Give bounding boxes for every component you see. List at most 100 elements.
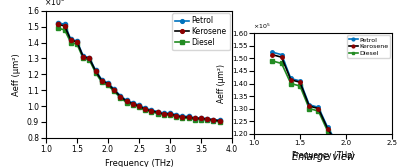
Diesel <box>155 113 160 115</box>
Diesel <box>112 91 117 93</box>
Diesel <box>87 59 92 61</box>
Kerosene <box>68 39 73 41</box>
Petrol <box>62 23 67 25</box>
Kerosene <box>130 103 135 105</box>
Kerosene <box>118 96 123 98</box>
Diesel <box>325 130 330 132</box>
Petrol <box>155 111 160 113</box>
Petrol <box>149 109 154 111</box>
Diesel <box>106 85 110 87</box>
Diesel <box>279 62 284 64</box>
Diesel <box>180 117 185 119</box>
Kerosene <box>344 148 348 150</box>
Diesel <box>81 57 86 59</box>
Kerosene <box>298 81 302 83</box>
Petrol <box>81 55 86 57</box>
Kerosene <box>316 108 321 110</box>
Line: Petrol: Petrol <box>271 50 348 149</box>
Kerosene <box>168 113 172 115</box>
Petrol <box>168 112 172 114</box>
Petrol <box>74 40 79 42</box>
Petrol <box>143 107 148 109</box>
Kerosene <box>162 113 166 115</box>
Text: $\times10^5$: $\times10^5$ <box>44 0 65 8</box>
Line: Diesel: Diesel <box>271 59 348 153</box>
Kerosene <box>137 105 142 107</box>
Diesel <box>168 114 172 116</box>
Kerosene <box>217 120 222 122</box>
Kerosene <box>93 70 98 72</box>
Diesel <box>62 29 67 31</box>
Diesel <box>68 42 73 44</box>
Diesel <box>288 82 293 85</box>
Kerosene <box>62 25 67 27</box>
Petrol <box>316 106 321 108</box>
X-axis label: Frequency (THz): Frequency (THz) <box>105 159 173 167</box>
Diesel <box>130 104 135 106</box>
Diesel <box>124 102 129 104</box>
Petrol <box>162 112 166 114</box>
Diesel <box>137 106 142 108</box>
Petrol <box>87 57 92 59</box>
Petrol <box>118 95 123 97</box>
Petrol <box>130 102 135 104</box>
Line: Kerosene: Kerosene <box>271 53 348 150</box>
Petrol <box>307 104 312 106</box>
Kerosene <box>205 118 210 120</box>
Kerosene <box>325 128 330 130</box>
Kerosene <box>211 119 216 121</box>
Kerosene <box>192 117 197 119</box>
Kerosene <box>124 100 129 102</box>
Diesel <box>316 110 321 112</box>
Diesel <box>162 114 166 116</box>
Diesel <box>199 119 204 121</box>
Y-axis label: Aeff (μm²): Aeff (μm²) <box>218 64 226 103</box>
Diesel <box>149 111 154 113</box>
Diesel <box>143 109 148 111</box>
Petrol <box>325 126 330 128</box>
Kerosene <box>81 56 86 58</box>
Petrol <box>186 115 191 117</box>
X-axis label: Frequency (THz): Frequency (THz) <box>292 151 354 160</box>
Petrol <box>56 22 61 24</box>
Kerosene <box>112 89 117 91</box>
Text: Enlarge view: Enlarge view <box>292 152 355 162</box>
Kerosene <box>56 23 61 25</box>
Petrol <box>100 79 104 81</box>
Kerosene <box>155 111 160 113</box>
Petrol <box>174 114 179 116</box>
Kerosene <box>199 117 204 119</box>
Petrol <box>192 117 197 119</box>
Diesel <box>205 119 210 121</box>
Petrol <box>211 119 216 121</box>
Kerosene <box>87 57 92 59</box>
Diesel <box>307 108 312 110</box>
Kerosene <box>106 83 110 85</box>
Kerosene <box>334 143 339 145</box>
Kerosene <box>288 79 293 81</box>
Petrol <box>344 146 348 148</box>
Line: Kerosene: Kerosene <box>56 22 222 123</box>
Diesel <box>93 72 98 74</box>
Kerosene <box>186 116 191 118</box>
Diesel <box>186 117 191 119</box>
Petrol <box>93 69 98 71</box>
Kerosene <box>149 110 154 112</box>
Petrol <box>217 119 222 121</box>
Petrol <box>334 141 339 143</box>
Kerosene <box>270 54 275 56</box>
Legend: Petrol, Kerosene, Diesel: Petrol, Kerosene, Diesel <box>347 35 390 58</box>
Petrol <box>205 118 210 120</box>
Diesel <box>270 60 275 62</box>
Diesel <box>211 120 216 122</box>
Petrol <box>298 80 302 82</box>
Petrol <box>106 82 110 84</box>
Diesel <box>56 27 61 29</box>
Petrol <box>112 88 117 90</box>
Kerosene <box>279 56 284 58</box>
Petrol <box>68 38 73 40</box>
Diesel <box>217 121 222 123</box>
Kerosene <box>143 108 148 110</box>
Diesel <box>118 97 123 99</box>
Diesel <box>174 116 179 118</box>
